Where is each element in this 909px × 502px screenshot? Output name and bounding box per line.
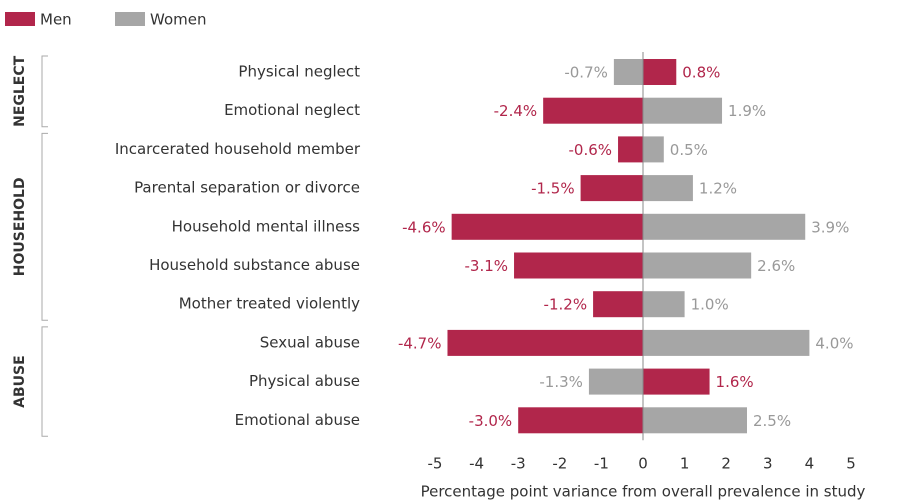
value-label: 2.5%: [753, 412, 791, 430]
bar: [514, 252, 643, 279]
value-label: -4.7%: [398, 334, 442, 352]
bar: [618, 136, 643, 163]
bar: [643, 59, 677, 85]
bar: [518, 407, 643, 434]
category-label: Emotional abuse: [235, 411, 360, 429]
legend-swatch: [5, 12, 35, 26]
x-tick-label: 1: [680, 455, 690, 473]
category-label: Emotional neglect: [224, 101, 360, 119]
x-tick-label: -1: [594, 455, 609, 473]
group-bracket: [41, 326, 48, 437]
category-label: Household substance abuse: [149, 256, 360, 274]
bar: [643, 368, 710, 395]
group-label: ABUSE: [12, 355, 28, 408]
legend-swatch: [115, 12, 145, 26]
category-label: Incarcerated household member: [115, 140, 361, 158]
value-label: -0.7%: [564, 64, 608, 82]
bar: [588, 368, 643, 395]
x-tick-label: -3: [511, 455, 526, 473]
category-label: Physical neglect: [238, 63, 360, 81]
value-label: 1.6%: [716, 373, 754, 391]
value-label: 0.8%: [682, 64, 720, 82]
x-tick-label: 4: [805, 455, 815, 473]
bar: [643, 252, 752, 279]
bar: [451, 213, 643, 240]
x-axis-label: Percentage point variance from overall p…: [421, 483, 866, 501]
value-label: 1.2%: [699, 180, 737, 198]
x-tick-label: 5: [846, 455, 856, 473]
x-tick-label: -2: [552, 455, 567, 473]
value-label: 1.0%: [691, 296, 729, 314]
value-label: -0.6%: [569, 141, 613, 159]
group-label: NEGLECT: [12, 55, 28, 127]
bar: [643, 213, 806, 240]
value-label: 0.5%: [670, 141, 708, 159]
bar: [543, 97, 643, 124]
category-label: Mother treated violently: [179, 295, 360, 313]
value-label: 4.0%: [815, 334, 853, 352]
bar: [643, 175, 693, 202]
category-label: Physical abuse: [249, 372, 360, 390]
bar: [643, 291, 685, 318]
bar: [643, 97, 723, 124]
value-label: 3.9%: [811, 218, 849, 236]
category-label: Sexual abuse: [260, 333, 360, 351]
x-tick-label: 2: [721, 455, 731, 473]
category-label: Parental separation or divorce: [134, 179, 360, 197]
group-label: HOUSEHOLD: [12, 177, 28, 276]
bar: [580, 175, 643, 202]
value-label: -1.5%: [531, 180, 575, 198]
group-bracket: [41, 55, 48, 128]
value-label: 2.6%: [757, 257, 795, 275]
value-label: -4.6%: [402, 218, 446, 236]
x-tick-label: -5: [428, 455, 443, 473]
x-tick-label: 3: [763, 455, 773, 473]
bar: [643, 407, 747, 434]
value-label: -1.2%: [544, 296, 588, 314]
category-label: Household mental illness: [172, 217, 361, 235]
bar: [643, 329, 810, 356]
group-bracket: [41, 132, 48, 321]
legend-label: Men: [40, 11, 72, 29]
value-label: -3.1%: [465, 257, 509, 275]
bar: [613, 59, 643, 85]
legend-label: Women: [150, 11, 206, 29]
value-label: -1.3%: [539, 373, 583, 391]
x-tick-label: 0: [638, 455, 648, 473]
value-label: 1.9%: [728, 102, 766, 120]
value-label: -2.4%: [494, 102, 538, 120]
bar: [643, 136, 664, 163]
bar: [593, 291, 643, 318]
bar: [447, 329, 643, 356]
value-label: -3.0%: [469, 412, 513, 430]
x-tick-label: -4: [469, 455, 484, 473]
